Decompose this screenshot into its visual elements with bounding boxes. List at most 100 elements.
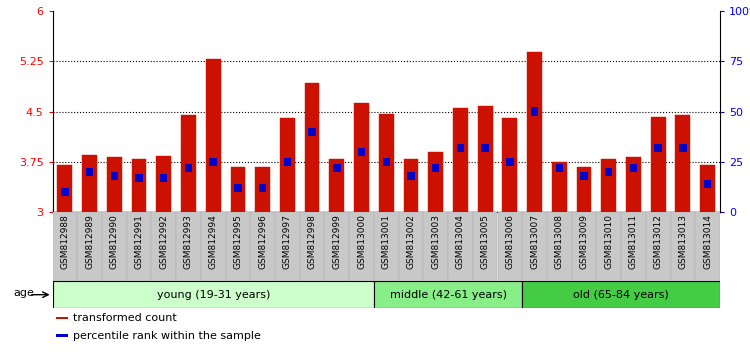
Bar (325, 212, 350, 281)
Bar (82, 155, 97, 212)
Bar (201, 212, 226, 281)
Bar (602, 159, 616, 212)
Bar (56, 316, 68, 319)
Text: transformed count: transformed count (73, 313, 176, 323)
Bar (374, 212, 398, 281)
Text: GSM813008: GSM813008 (555, 215, 564, 269)
Bar (358, 148, 365, 156)
Text: GSM812998: GSM812998 (308, 215, 316, 269)
Bar (580, 172, 588, 180)
Bar (404, 159, 418, 212)
Bar (630, 164, 638, 172)
Bar (552, 162, 567, 212)
Bar (457, 144, 464, 152)
Bar (655, 144, 662, 152)
Text: GSM812996: GSM812996 (258, 215, 267, 269)
Text: GSM812991: GSM812991 (134, 215, 143, 269)
Bar (209, 158, 217, 166)
Bar (398, 212, 423, 281)
Text: GSM812999: GSM812999 (332, 215, 341, 269)
Bar (374, 281, 522, 308)
Bar (206, 59, 220, 212)
Text: GSM812993: GSM812993 (184, 215, 193, 269)
Bar (350, 212, 374, 281)
Bar (646, 212, 670, 281)
Bar (432, 164, 439, 172)
Bar (651, 117, 665, 212)
Bar (577, 167, 592, 212)
Bar (680, 144, 687, 152)
Text: GSM813002: GSM813002 (406, 215, 416, 269)
Text: percentile rank within the sample: percentile rank within the sample (73, 331, 260, 341)
Bar (478, 106, 493, 212)
Bar (275, 212, 300, 281)
Bar (527, 52, 542, 212)
Bar (354, 103, 369, 212)
Text: GSM813006: GSM813006 (506, 215, 515, 269)
Text: GSM813009: GSM813009 (580, 215, 589, 269)
Bar (86, 168, 93, 176)
Text: GSM812992: GSM812992 (159, 215, 168, 269)
Bar (110, 172, 118, 180)
Bar (259, 184, 266, 192)
Text: young (19-31 years): young (19-31 years) (157, 290, 270, 300)
Bar (497, 212, 522, 281)
Text: middle (42-61 years): middle (42-61 years) (389, 290, 506, 300)
Text: GSM813012: GSM813012 (654, 215, 663, 269)
Bar (448, 212, 472, 281)
Bar (58, 165, 72, 212)
Bar (531, 108, 538, 115)
Bar (572, 212, 596, 281)
Text: GSM813003: GSM813003 (431, 215, 440, 269)
Text: GSM812988: GSM812988 (60, 215, 69, 269)
Bar (251, 212, 275, 281)
Text: GSM812994: GSM812994 (209, 215, 218, 269)
Bar (503, 118, 518, 212)
Bar (56, 334, 68, 337)
Bar (621, 212, 646, 281)
Bar (184, 164, 192, 172)
Bar (62, 188, 68, 196)
Bar (255, 167, 270, 212)
Bar (304, 82, 320, 212)
Bar (472, 212, 497, 281)
Bar (670, 212, 695, 281)
Bar (379, 114, 394, 212)
Bar (280, 118, 295, 212)
Bar (428, 152, 443, 212)
Text: GSM813010: GSM813010 (604, 215, 613, 269)
Bar (329, 159, 344, 212)
Bar (300, 212, 325, 281)
Bar (333, 164, 340, 172)
Text: GSM812997: GSM812997 (283, 215, 292, 269)
Bar (700, 165, 715, 212)
Bar (453, 108, 468, 212)
Bar (695, 212, 720, 281)
Bar (77, 212, 102, 281)
Bar (230, 167, 245, 212)
Bar (135, 174, 142, 182)
Text: GSM813005: GSM813005 (481, 215, 490, 269)
Bar (407, 172, 415, 180)
Bar (176, 212, 201, 281)
Text: GSM813000: GSM813000 (357, 215, 366, 269)
Bar (107, 157, 122, 212)
Bar (704, 180, 711, 188)
Text: age: age (13, 289, 34, 298)
Bar (522, 212, 547, 281)
Bar (234, 184, 242, 192)
Text: GSM813011: GSM813011 (629, 215, 638, 269)
Bar (556, 164, 563, 172)
Bar (596, 212, 621, 281)
Bar (53, 212, 77, 281)
Bar (423, 212, 448, 281)
Bar (284, 158, 291, 166)
Text: GSM813001: GSM813001 (382, 215, 391, 269)
Bar (506, 158, 514, 166)
Bar (131, 159, 146, 212)
Bar (626, 157, 641, 212)
Text: GSM813007: GSM813007 (530, 215, 539, 269)
Bar (53, 281, 374, 308)
Text: GSM813013: GSM813013 (679, 215, 688, 269)
Bar (226, 212, 251, 281)
